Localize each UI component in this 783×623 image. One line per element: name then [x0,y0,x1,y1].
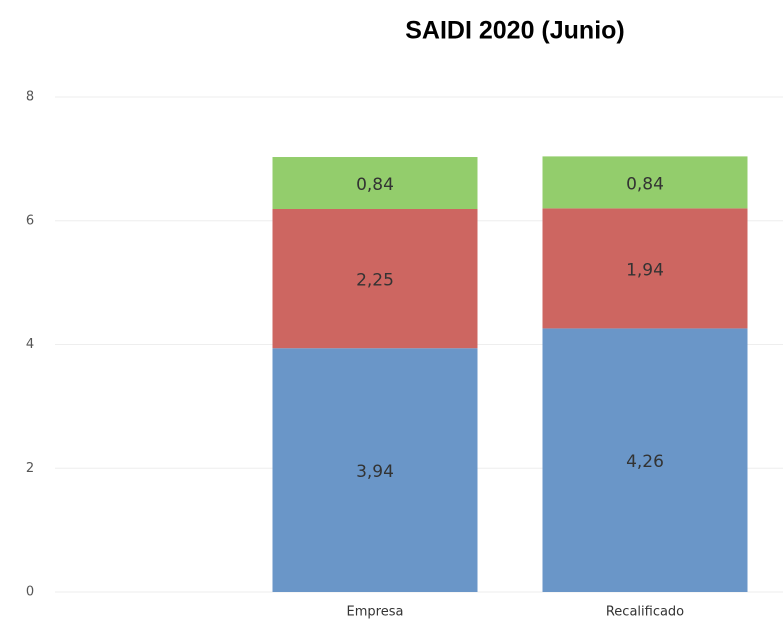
y-tick-label: 6 [26,213,34,228]
chart-title: SAIDI 2020 (Junio) [405,17,625,45]
x-tick-label: Recalificado [606,605,684,620]
bar-segment [272,157,478,209]
bar-segment [272,348,478,592]
y-tick-label: 8 [26,90,34,105]
data-label: 0,84 [626,174,664,194]
x-tick-label: Empresa [347,605,404,620]
data-label: 0,84 [356,175,394,195]
bar-segment [272,208,478,349]
data-label: 2,25 [356,271,394,291]
data-label: 3,94 [356,462,394,482]
bar-segment [542,156,748,209]
y-tick-label: 2 [26,461,34,476]
data-label: 4,26 [626,452,664,472]
data-label: 1,94 [626,260,664,280]
bar-segment [542,208,748,329]
y-tick-label: 0 [26,585,34,600]
bar-segment [542,328,748,592]
y-tick-label: 4 [26,337,34,352]
